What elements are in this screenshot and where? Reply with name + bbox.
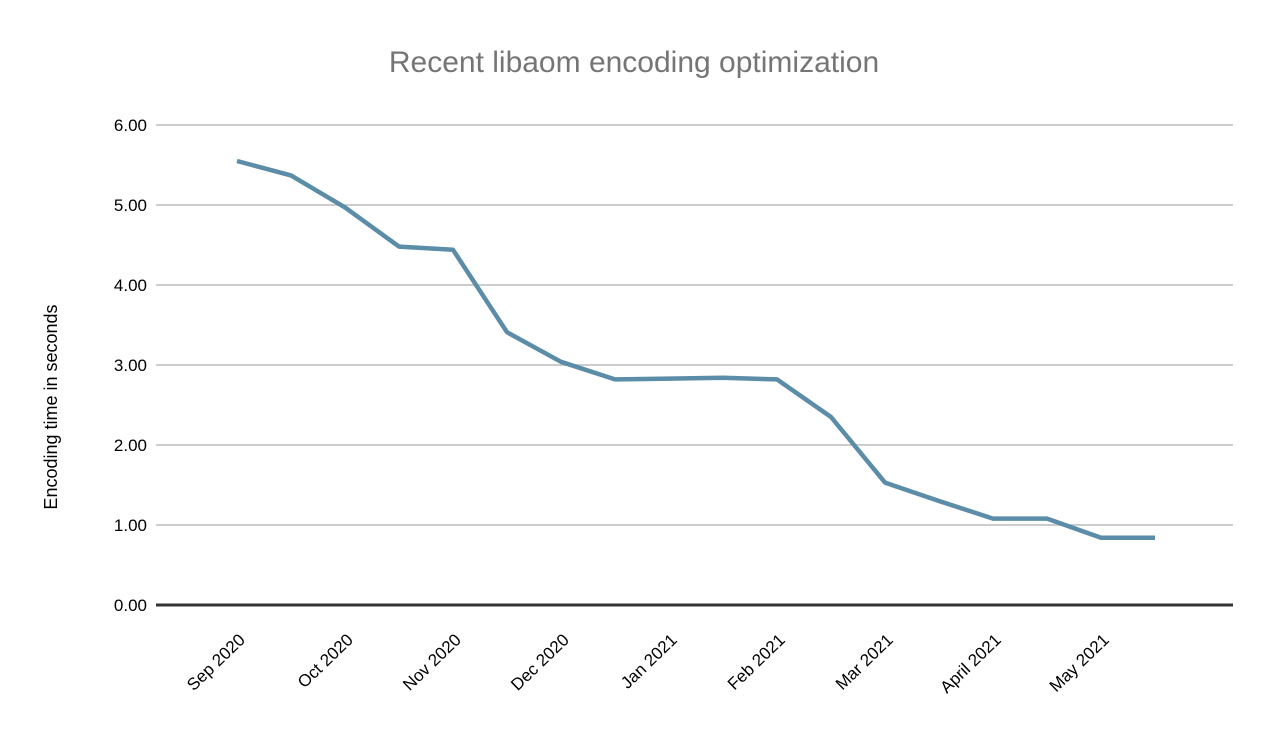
series-line-0 — [236, 158, 1155, 541]
y-tick-label-5.00: 5.00 — [114, 196, 147, 215]
y-tick-label-1.00: 1.00 — [114, 516, 147, 535]
y-axis-tick-labels: 0.00 1.00 2.00 3.00 4.00 5.00 6.00 — [114, 116, 147, 615]
x-tick-label-may-2021: May 2021 — [1046, 630, 1113, 696]
x-tick-label-jan-2021: Jan 2021 — [617, 630, 681, 692]
x-tick-label-april-2021: April 2021 — [937, 630, 1005, 697]
y-tick-label-0.00: 0.00 — [114, 596, 147, 615]
y-axis-title: Encoding time in seconds — [41, 304, 61, 509]
y-tick-label-6.00: 6.00 — [114, 116, 147, 135]
x-tick-label-feb-2021: Feb 2021 — [724, 630, 789, 694]
x-tick-label-mar-2021: Mar 2021 — [832, 630, 897, 694]
y-tick-label-3.00: 3.00 — [114, 356, 147, 375]
x-axis-tick-labels: Sep 2020 Oct 2020 Nov 2020 Dec 2020 Jan 2021… — [183, 630, 1113, 697]
y-tick-label-2.00: 2.00 — [114, 436, 147, 455]
x-tick-label-nov-2020: Nov 2020 — [399, 630, 465, 694]
gridlines — [156, 124, 1233, 526]
y-tick-label-4.00: 4.00 — [114, 276, 147, 295]
x-tick-label-sep-2020: Sep 2020 — [183, 630, 249, 694]
x-tick-label-dec-2020: Dec 2020 — [507, 630, 573, 694]
chart-title: Recent libaom encoding optimization — [389, 46, 879, 79]
x-tick-label-oct-2020: Oct 2020 — [294, 630, 357, 692]
data-series — [236, 158, 1155, 541]
